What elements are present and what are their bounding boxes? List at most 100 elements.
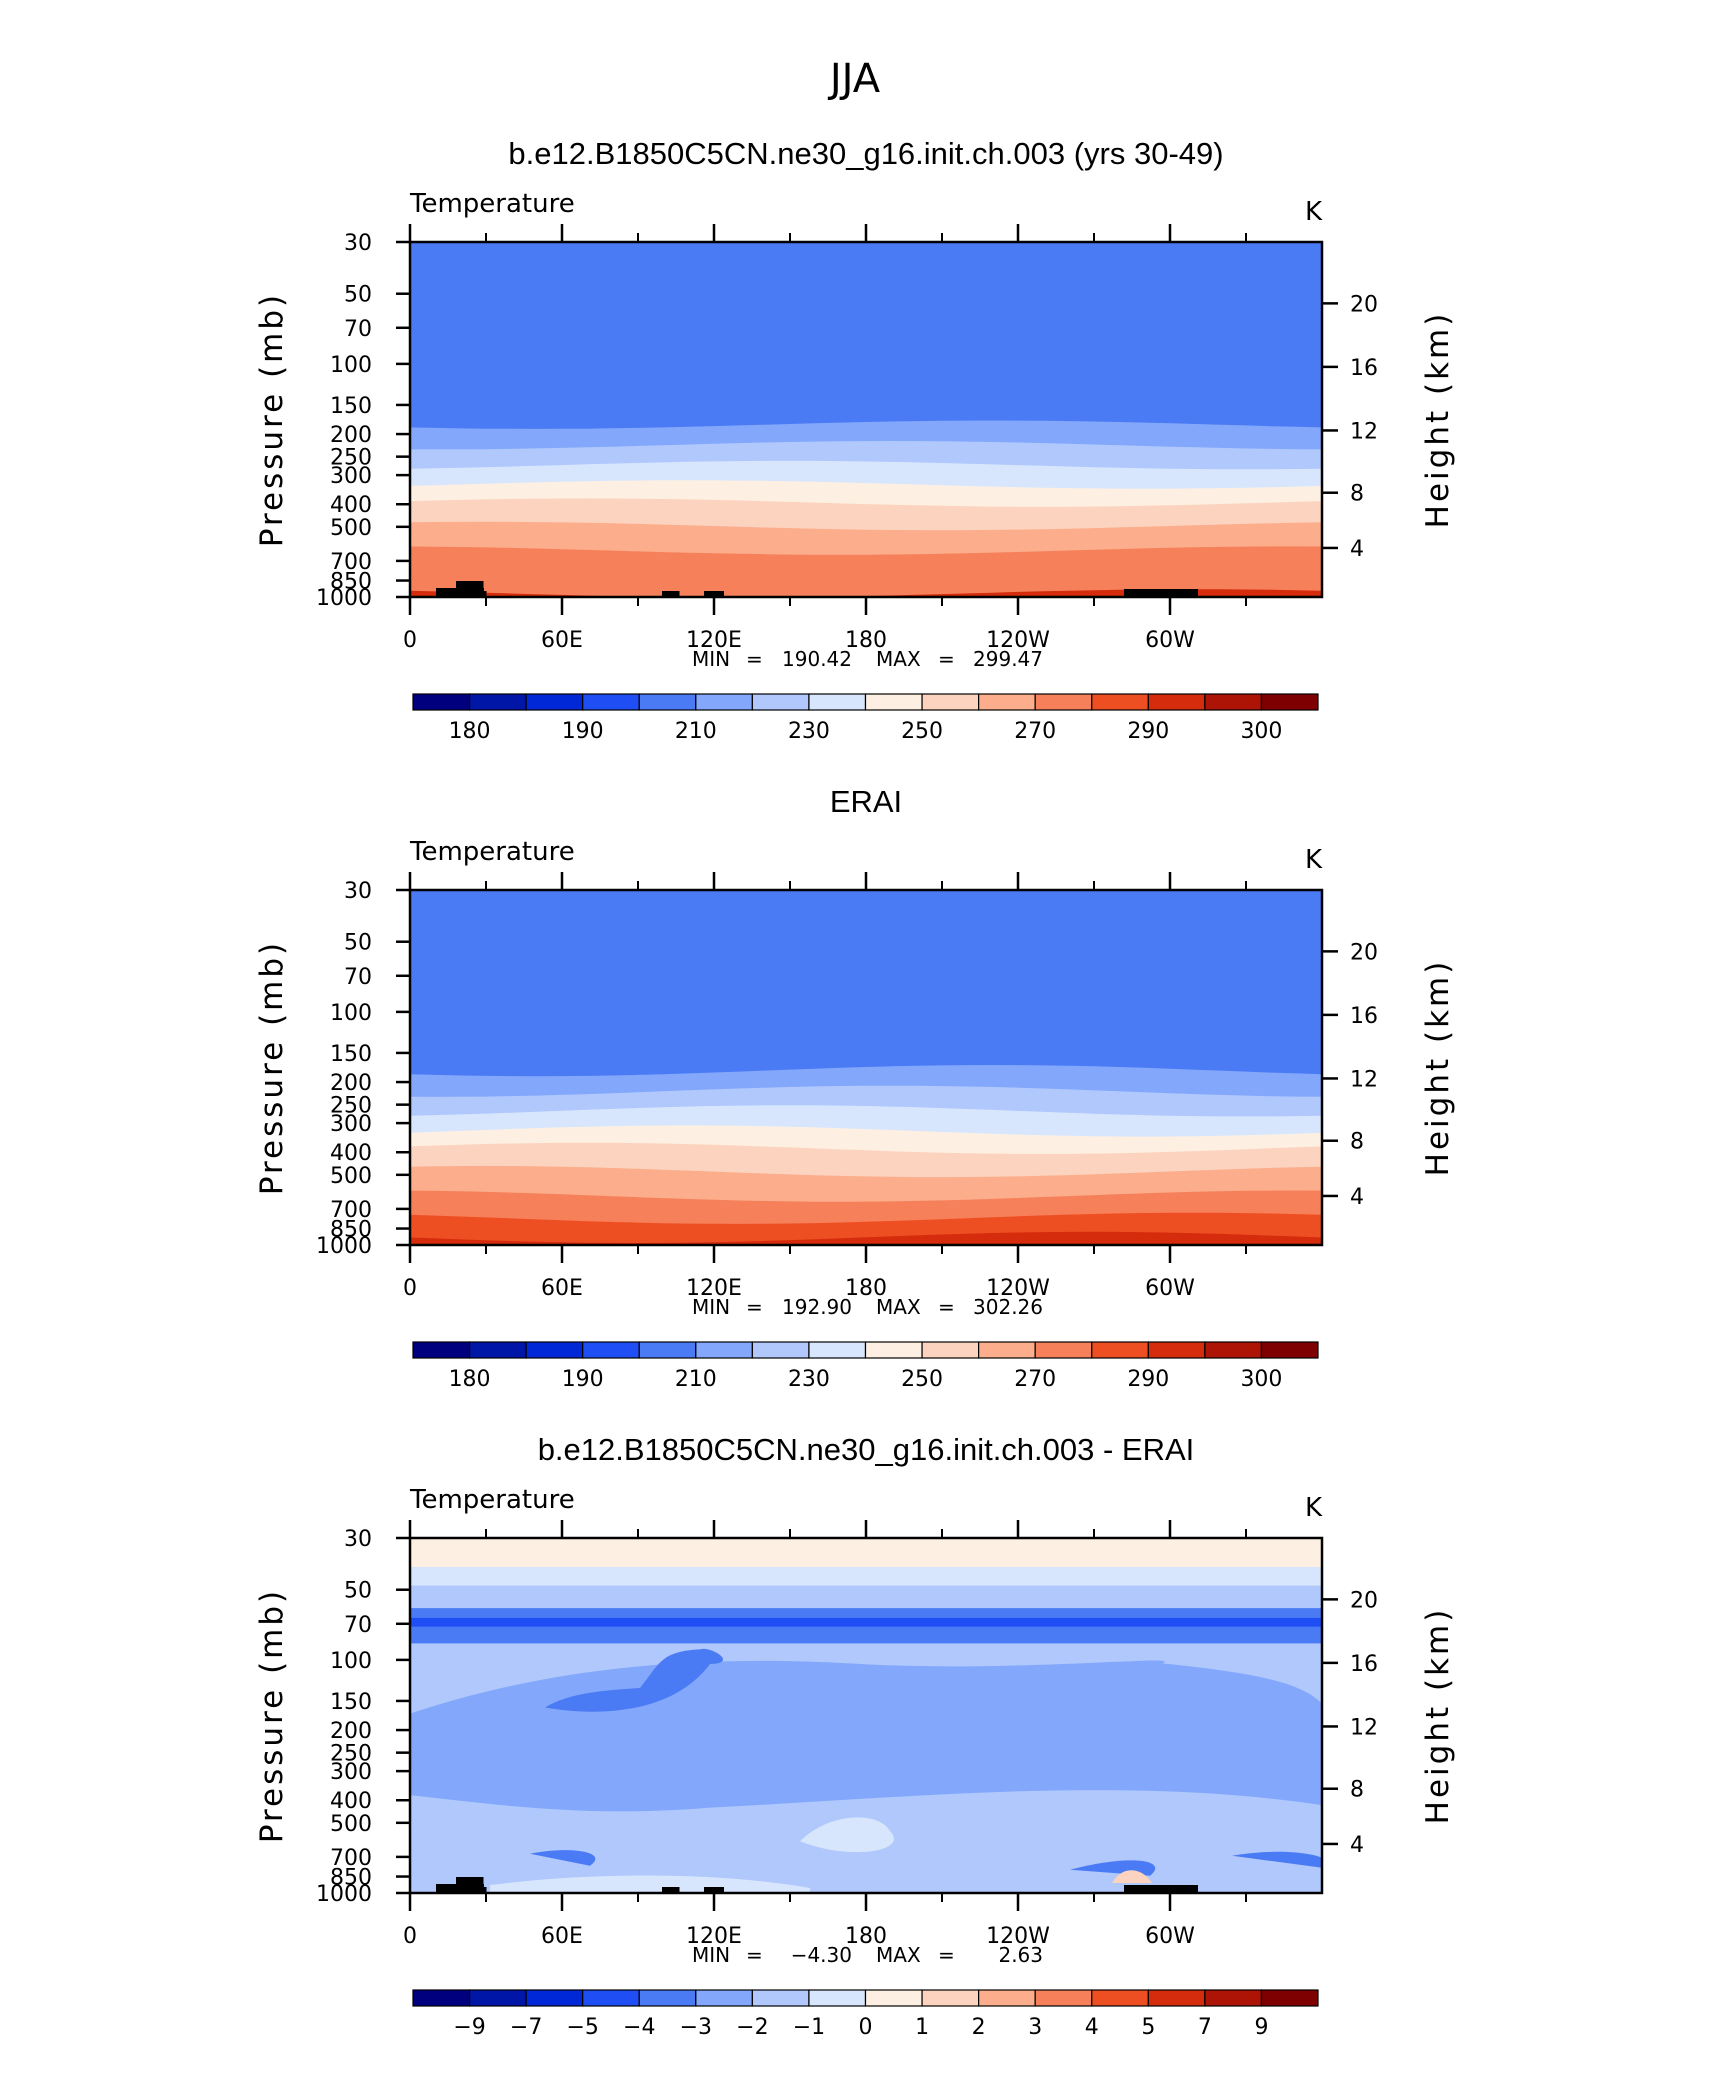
y-tick-label: 30: [344, 231, 372, 256]
colorbar-swatch: [921, 693, 980, 711]
y-tick-label: 150: [330, 394, 372, 419]
x-tick-label: 120E: [686, 628, 742, 653]
colorbar-swatch: [582, 693, 640, 711]
y-axis-right-label: Height (km): [1420, 311, 1456, 529]
colorbar-label: 190: [562, 719, 604, 744]
colorbar-swatch: [1204, 1341, 1263, 1359]
contour-band: [410, 1567, 1322, 1586]
y-axis-label: Pressure (mb): [254, 292, 290, 547]
max-value: 2.63: [998, 1943, 1043, 1967]
colorbar-swatch: [582, 1989, 640, 2007]
y-tick-label: 500: [330, 1812, 372, 1837]
y-tick-label: 400: [330, 493, 372, 518]
height-tick-label: 12: [1350, 1715, 1378, 1740]
y-tick-label: 700: [330, 1198, 372, 1223]
contour-band: [410, 1660, 1322, 1812]
colorbar-swatch: [1034, 1989, 1093, 2007]
x-tick-label: 180: [845, 1924, 887, 1949]
colorbar-label: 210: [675, 719, 717, 744]
min-value: −4.30: [791, 1943, 852, 1967]
min-value: 190.42: [782, 647, 852, 671]
y-axis-right-label: Height (km): [1420, 959, 1456, 1177]
colorbar-swatch: [525, 1341, 584, 1359]
contour-band: [410, 1617, 1322, 1627]
y-tick-label: 70: [344, 965, 372, 990]
y-tick-label: 250: [330, 1094, 372, 1119]
contour-band: [410, 1231, 1322, 1245]
y-tick-label: 30: [344, 879, 372, 904]
height-tick-label: 16: [1350, 1004, 1378, 1029]
y-tick-label: 700: [330, 1846, 372, 1871]
min-max-stats: MIN = 190.42 MAX = 299.47: [692, 647, 1043, 671]
height-tick-label: 20: [1350, 940, 1378, 965]
x-tick-label: 0: [403, 1924, 417, 1949]
contour-band: [410, 1538, 1322, 1568]
contour-field: [410, 242, 1322, 597]
colorbar-swatch: [1204, 693, 1263, 711]
variable-label: Temperature: [409, 837, 575, 867]
contour-band: [1112, 1870, 1152, 1883]
colorbar-swatch: [525, 1989, 584, 2007]
colorbar-swatch: [1034, 693, 1093, 711]
y-tick-label: 200: [330, 1071, 372, 1096]
colorbar-swatch: [978, 693, 1036, 711]
topography-block: [1124, 1885, 1198, 1893]
units-label: K: [1305, 845, 1323, 875]
topography-block: [662, 1887, 680, 1893]
contour-band: [530, 1850, 596, 1866]
colorbar-swatch: [1091, 693, 1149, 711]
panel-title: b.e12.B1850C5CN.ne30_g16.init.ch.003 (yr…: [508, 136, 1223, 171]
y-tick-label: 250: [330, 1742, 372, 1767]
y-tick-label: 70: [344, 317, 372, 342]
y-tick-label: 300: [330, 1112, 372, 1137]
equals-sign: =: [938, 1295, 955, 1319]
y-tick-label: 850: [330, 1218, 372, 1243]
colorbar-label: 1: [915, 2015, 929, 2040]
colorbar-swatch: [921, 1989, 980, 2007]
x-tick-label: 60W: [1145, 1924, 1195, 1949]
max-value: 302.26: [973, 1295, 1043, 1319]
x-tick-label: 120W: [986, 1276, 1050, 1301]
topography-mask: [436, 1877, 1198, 1893]
colorbar-swatch: [978, 1989, 1036, 2007]
x-tick-label: 180: [845, 628, 887, 653]
height-tick-label: 8: [1350, 1778, 1364, 1803]
min-value: 192.90: [782, 1295, 852, 1319]
colorbar-swatch: [751, 693, 810, 711]
colorbar-swatch: [1260, 693, 1319, 711]
colorbar-label: −4: [623, 2015, 655, 2040]
units-label: K: [1305, 197, 1323, 227]
colorbar-swatch: [638, 1989, 697, 2007]
colorbar-label: 180: [449, 1367, 491, 1392]
contour-band: [410, 589, 1322, 597]
x-tick-label: 60W: [1145, 1276, 1195, 1301]
colorbar-swatch: [695, 693, 753, 711]
y-tick-label: 100: [330, 353, 372, 378]
y-tick-label: 300: [330, 464, 372, 489]
height-tick-label: 4: [1350, 1833, 1364, 1858]
colorbar-swatch: [1147, 1989, 1206, 2007]
min-max-stats: MIN = 192.90 MAX = 302.26: [692, 1295, 1043, 1319]
colorbar-swatch: [1091, 1341, 1149, 1359]
y-tick-label: 70: [344, 1613, 372, 1638]
x-tick-label: 60E: [541, 1924, 583, 1949]
y-tick-label: 500: [330, 1164, 372, 1189]
colorbar-label: −1: [793, 2015, 825, 2040]
colorbar-swatch: [921, 1341, 980, 1359]
colorbar-label: −7: [510, 2015, 542, 2040]
height-tick-label: 4: [1350, 1185, 1364, 1210]
contour-band: [410, 546, 1322, 597]
contour-band: [1232, 1851, 1322, 1868]
topography-mask: [436, 581, 1198, 597]
height-tick-label: 8: [1350, 1130, 1364, 1155]
y-tick-label: 150: [330, 1690, 372, 1715]
min-max-stats: MIN = −4.30 MAX = 2.63: [692, 1943, 1043, 1967]
colorbar-swatch: [695, 1341, 753, 1359]
colorbar-label: 180: [449, 719, 491, 744]
y-tick-label: 50: [344, 1579, 372, 1604]
y-tick-label: 250: [330, 446, 372, 471]
panel-difference: b.e12.B1850C5CN.ne30_g16.init.ch.003 - E…: [254, 1432, 1456, 2040]
y-tick-label: 500: [330, 516, 372, 541]
colorbar-swatch: [412, 1341, 471, 1359]
